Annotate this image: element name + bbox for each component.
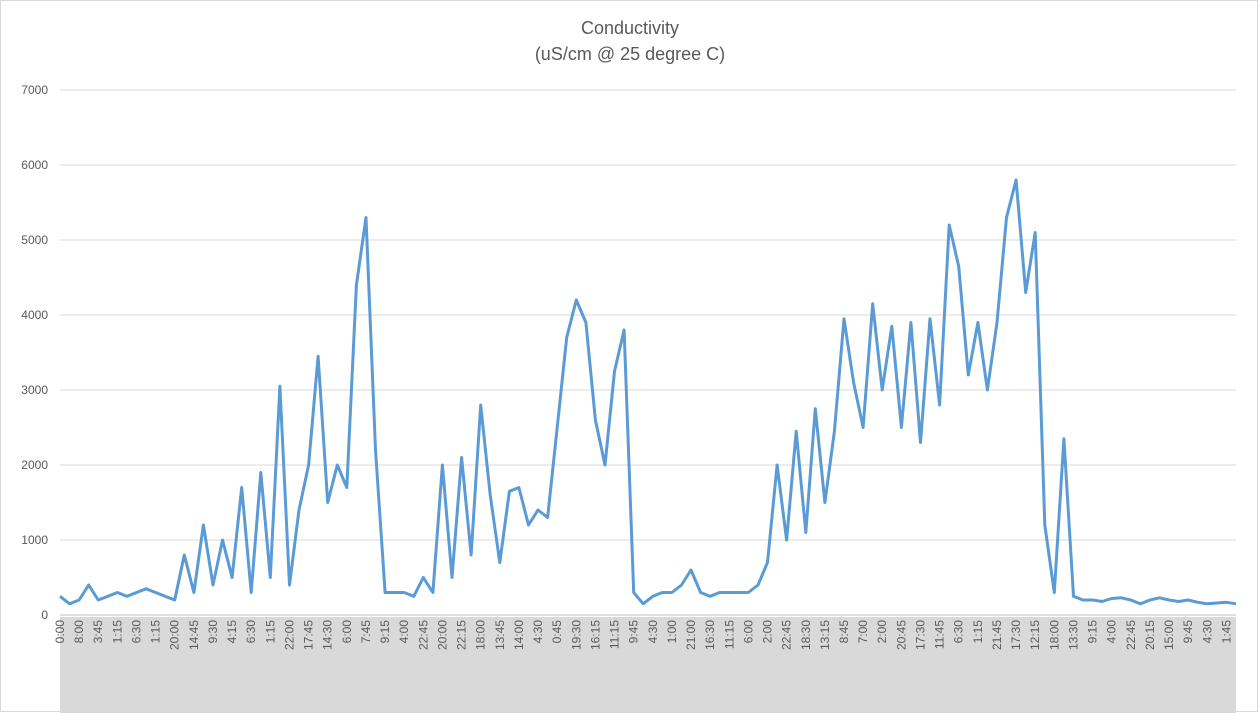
x-tick-label: 9:15 [378,620,392,644]
y-tick-label: 7000 [21,83,48,97]
x-tick-label: 1:45 [1219,620,1233,644]
x-tick-label: 14:45 [187,620,201,650]
x-tick-label: 9:45 [627,620,641,644]
x-tick-label: 20:45 [894,620,908,650]
x-tick-label: 13:45 [493,620,507,650]
x-tick-label: 9:15 [1086,620,1100,644]
x-tick-label: 16:15 [588,620,602,650]
x-tick-label: 18:00 [474,620,488,650]
y-tick-label: 4000 [21,308,48,322]
x-tick-label: 17:30 [913,620,927,650]
y-tick-label: 0 [41,608,48,622]
x-tick-label: 0:00 [53,620,67,644]
x-tick-label: 13:30 [1066,620,1080,650]
x-tick-label: 4:30 [1200,620,1214,644]
x-tick-label: 2:00 [875,620,889,644]
y-tick-label: 6000 [21,158,48,172]
x-tick-label: 0:45 [550,620,564,644]
x-tick-label: 11:45 [933,620,947,649]
chart-title: Conductivity [581,18,679,38]
y-tick-label: 1000 [21,533,48,547]
x-tick-label: 1:15 [263,620,277,644]
x-tick-label: 20:15 [1143,620,1157,650]
x-tick-label: 16:30 [703,620,717,650]
x-tick-label: 7:00 [856,620,870,644]
x-tick-label: 3:45 [91,620,105,644]
x-tick-label: 4:00 [397,620,411,644]
data-line [59,178,1237,606]
x-tick-label: 6:30 [129,620,143,644]
x-tick-label: 21:00 [684,620,698,650]
x-tick-label: 8:00 [72,620,86,644]
x-tick-label: 14:30 [321,620,335,650]
chart-subtitle: (uS/cm @ 25 degree C) [535,44,725,64]
x-tick-label: 18:00 [1047,620,1061,650]
x-tick-label: 1:15 [149,620,163,644]
y-tick-label: 3000 [21,383,48,397]
x-tick-label: 11:15 [608,620,622,649]
x-tick-label: 17:45 [302,620,316,650]
x-tick-label: 8:45 [837,620,851,644]
x-tick-label: 1:15 [971,620,985,644]
x-tick-label: 4:30 [646,620,660,644]
axis-label-band [60,617,1236,713]
x-tick-label: 1:15 [110,620,124,644]
x-tick-label: 6:00 [741,620,755,644]
x-tick-label: 22:15 [455,620,469,650]
x-tick-label: 1:00 [665,620,679,644]
x-tick-label: 18:30 [799,620,813,650]
x-tick-label: 22:45 [780,620,794,650]
x-tick-label: 14:00 [512,620,526,650]
x-tick-label: 4:00 [1105,620,1119,644]
x-tick-label: 19:30 [569,620,583,650]
x-tick-label: 9:45 [1181,620,1195,644]
x-tick-label: 17:30 [1009,620,1023,650]
x-tick-label: 12:15 [1028,620,1042,650]
x-tick-label: 21:45 [990,620,1004,650]
x-tick-label: 20:00 [168,620,182,650]
y-tick-label: 2000 [21,458,48,472]
x-tick-label: 15:00 [1162,620,1176,650]
x-tick-label: 9:30 [206,620,220,644]
x-tick-label: 22:45 [1124,620,1138,650]
y-tick-label: 5000 [21,233,48,247]
x-tick-label: 2:00 [761,620,775,644]
x-tick-label: 4:30 [531,620,545,644]
x-tick-label: 6:00 [340,620,354,644]
x-tick-label: 20:00 [435,620,449,650]
x-tick-label: 22:00 [282,620,296,650]
x-tick-label: 13:15 [818,620,832,650]
x-tick-label: 6:30 [244,620,258,644]
x-tick-label: 22:45 [416,620,430,650]
x-tick-label: 11:15 [722,620,736,649]
x-tick-label: 4:15 [225,620,239,644]
x-tick-label: 6:30 [952,620,966,644]
x-tick-label: 7:45 [359,620,373,644]
